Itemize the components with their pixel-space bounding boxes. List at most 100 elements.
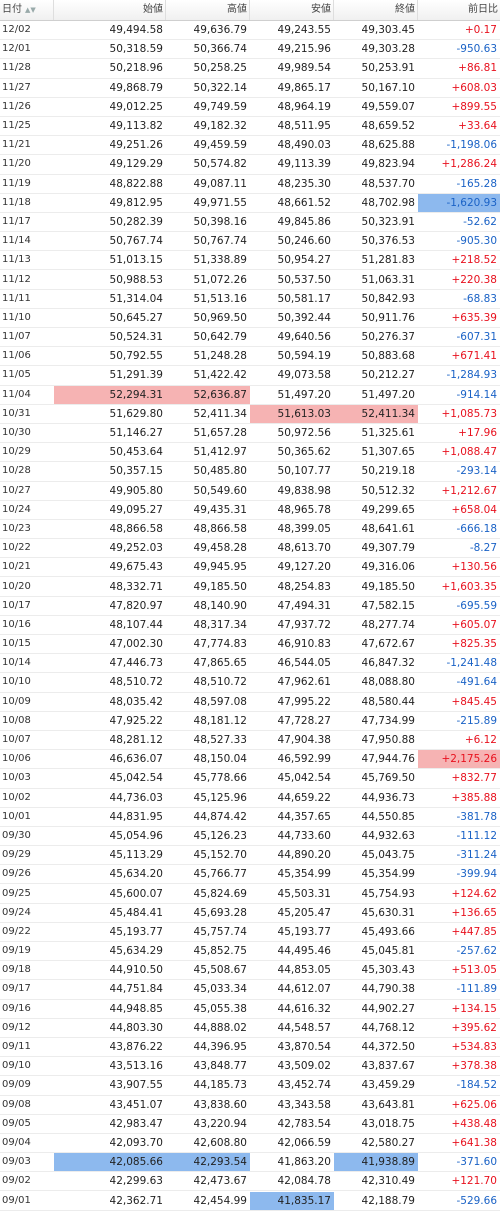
cell-open: 47,446.73 [109, 657, 163, 670]
cell-date: 10/23 [2, 522, 31, 534]
cell-change: +658.04 [451, 503, 497, 516]
cell-date: 10/30 [2, 427, 31, 439]
cell-high: 51,248.28 [193, 350, 247, 363]
cell-low: 45,205.47 [277, 906, 331, 919]
cell-change: +220.38 [451, 273, 497, 286]
header-open[interactable]: 始値 [54, 0, 166, 20]
cell-low: 50,392.44 [277, 311, 331, 324]
cell-change: +608.03 [451, 81, 497, 94]
cell-close: 45,045.81 [361, 945, 415, 958]
table-row: 09/05 42,983.47 43,220.94 42,783.54 43,018.7… [0, 1115, 500, 1134]
cell-open: 44,751.84 [109, 983, 163, 996]
cell-high: 44,874.42 [193, 810, 247, 823]
cell-date: 09/30 [2, 829, 31, 841]
cell-date: 09/17 [2, 983, 31, 995]
cell-close: 44,790.38 [361, 983, 415, 996]
cell-high: 49,182.32 [193, 120, 247, 133]
table-row: 11/12 50,988.53 51,072.26 50,537.50 51,063.3… [0, 270, 500, 290]
cell-open: 51,013.15 [109, 254, 163, 267]
cell-close: 45,754.93 [361, 887, 415, 900]
cell-change: -293.14 [456, 465, 497, 478]
cell-open: 44,910.50 [109, 964, 163, 977]
cell-low: 49,640.56 [277, 331, 331, 344]
header-date-label: 日付 [2, 4, 22, 15]
cell-high: 51,513.16 [193, 292, 247, 305]
cell-open: 47,820.97 [109, 599, 163, 612]
table-row: 10/15 47,002.30 47,774.83 46,910.83 47,672.6… [0, 635, 500, 655]
table-row: 10/27 49,905.80 50,549.60 49,838.98 50,512.3… [0, 482, 500, 501]
cell-open: 45,634.20 [109, 868, 163, 881]
cell-date: 10/31 [2, 407, 31, 419]
table-row: 10/29 50,453.64 51,412.97 50,365.62 51,307.6… [0, 443, 500, 463]
cell-close: 44,550.85 [361, 810, 415, 823]
cell-low: 49,073.58 [277, 369, 331, 382]
cell-high: 47,774.83 [193, 638, 247, 651]
header-date[interactable]: 日付 ▲▼ [0, 0, 54, 20]
cell-change: -381.78 [456, 810, 497, 823]
table-row: 09/16 44,948.85 45,055.38 44,616.32 44,902.2… [0, 1000, 500, 1019]
cell-high: 43,848.77 [193, 1060, 247, 1073]
table-row: 09/29 45,113.29 45,152.70 44,890.20 45,043.7… [0, 846, 500, 866]
cell-low: 51,497.20 [277, 388, 331, 401]
cell-change: -607.31 [456, 331, 497, 344]
cell-date: 09/16 [2, 1002, 31, 1014]
cell-change: +395.62 [451, 1021, 497, 1034]
cell-high: 48,140.90 [193, 599, 247, 612]
cell-close: 50,842.93 [361, 292, 415, 305]
cell-close: 50,323.91 [361, 215, 415, 228]
cell-date: 10/01 [2, 810, 31, 822]
sort-icon[interactable]: ▲▼ [25, 6, 36, 14]
table-row: 11/05 51,291.39 51,422.42 49,073.58 50,212.2… [0, 366, 500, 386]
cell-date: 10/22 [2, 542, 31, 554]
cell-close: 50,276.37 [361, 331, 415, 344]
cell-close: 49,316.06 [361, 561, 415, 574]
cell-low: 50,594.19 [277, 350, 331, 363]
table-row: 11/04 52,294.31 52,636.87 51,497.20 51,497.2… [0, 385, 500, 405]
table-row: 10/31 51,629.80 52,411.34 51,613.03 52,411.3… [0, 404, 500, 424]
cell-open: 45,600.07 [109, 887, 163, 900]
cell-close: 44,372.50 [361, 1041, 415, 1054]
cell-open: 50,357.15 [109, 465, 163, 478]
cell-open: 51,146.27 [109, 427, 163, 440]
cell-change: -52.62 [463, 215, 497, 228]
cell-date: 09/11 [2, 1041, 31, 1053]
cell-change: -399.94 [456, 868, 497, 881]
cell-high: 50,366.74 [193, 43, 247, 56]
header-change[interactable]: 前日比 [468, 4, 498, 15]
table-row: 10/06 46,636.07 48,150.04 46,592.99 47,944.7… [0, 750, 500, 770]
table-row: 11/06 50,792.55 51,248.28 50,594.19 50,883.6… [0, 347, 500, 367]
cell-low: 48,965.78 [277, 503, 331, 516]
cell-open: 44,803.30 [109, 1021, 163, 1034]
cell-open: 49,868.79 [109, 81, 163, 94]
cell-close: 51,497.20 [361, 388, 415, 401]
cell-date: 10/08 [2, 714, 31, 726]
cell-high: 50,642.79 [193, 331, 247, 344]
cell-low: 48,235.30 [277, 177, 331, 190]
cell-date: 12/02 [2, 24, 31, 36]
cell-low: 43,452.74 [277, 1079, 331, 1092]
cell-high: 44,888.02 [193, 1021, 247, 1034]
header-high[interactable]: 高値 [166, 0, 250, 20]
cell-change: -1,284.93 [446, 369, 497, 382]
cell-high: 45,693.28 [193, 906, 247, 919]
header-low[interactable]: 安値 [250, 0, 334, 20]
cell-open: 48,107.44 [109, 618, 163, 631]
cell-open: 50,453.64 [109, 446, 163, 459]
cell-change: +1,088.47 [441, 446, 497, 459]
table-row: 09/26 45,634.20 45,766.77 45,354.99 45,354.9… [0, 865, 500, 885]
table-row: 09/30 45,054.96 45,126.23 44,733.60 44,932.6… [0, 827, 500, 847]
cell-high: 45,033.34 [193, 983, 247, 996]
table-row: 10/17 47,820.97 48,140.90 47,494.31 47,582.1… [0, 597, 500, 616]
cell-open: 42,362.71 [109, 1194, 163, 1207]
cell-high: 45,126.23 [193, 829, 247, 842]
table-row: 10/21 49,675.43 49,945.95 49,127.20 49,316.0… [0, 558, 500, 578]
table-body: 12/02 49,494.58 49,636.79 49,243.55 49,303.4… [0, 21, 500, 1211]
cell-date: 11/28 [2, 62, 31, 74]
cell-open: 48,332.71 [109, 580, 163, 593]
header-close[interactable]: 終値 [334, 0, 418, 20]
cell-close: 45,303.43 [361, 964, 415, 977]
table-row: 11/18 49,812.95 49,971.55 48,661.52 48,702.9… [0, 193, 500, 213]
table-row: 10/24 49,095.27 49,435.31 48,965.78 49,299.6… [0, 501, 500, 520]
cell-high: 45,125.96 [193, 791, 247, 804]
